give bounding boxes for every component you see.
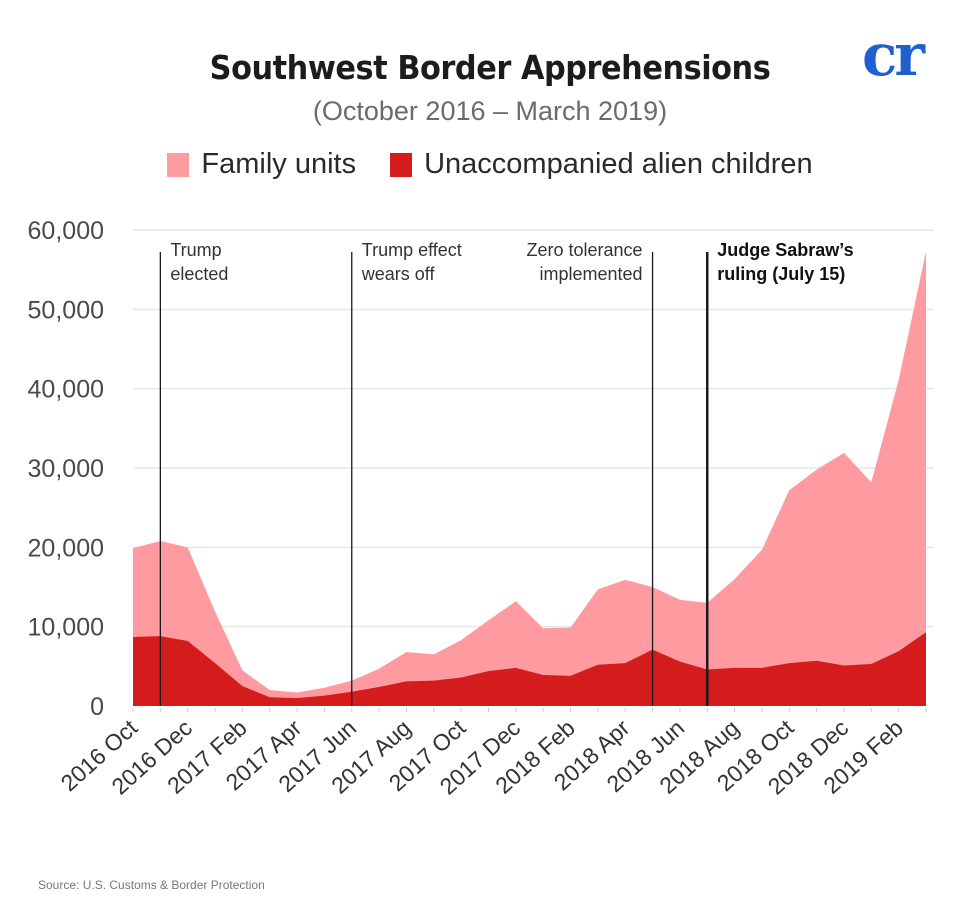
cr-logo: cr xyxy=(862,21,925,89)
legend-item-family-units: Family units xyxy=(167,148,356,181)
y-tick-label: 60,000 xyxy=(28,217,104,245)
annotation-label: Zero tolerance xyxy=(526,240,642,260)
legend-label-unaccompanied: Unaccompanied alien children xyxy=(424,148,813,180)
x-tick-label: 2018 Jun xyxy=(602,714,690,797)
x-tick-label: 2018 Aug xyxy=(654,714,744,798)
chart-subtitle: (October 2016 – March 2019) xyxy=(312,96,668,126)
annotation-label: Judge Sabraw’s xyxy=(717,240,853,260)
y-tick-label: 30,000 xyxy=(28,455,104,483)
annotation-label: Trump effect xyxy=(362,240,462,260)
area-family-units xyxy=(133,251,926,707)
legend-swatch-family-units xyxy=(167,152,190,177)
source-note: Source: U.S. Customs & Border Protection xyxy=(38,878,265,892)
y-tick-label: 0 xyxy=(90,693,104,721)
annotation-label: elected xyxy=(170,264,228,284)
area-unaccompanied-children xyxy=(133,632,926,706)
annotation-label: Trump xyxy=(170,240,221,260)
legend-swatch-unaccompanied xyxy=(390,152,413,177)
y-tick-label: 40,000 xyxy=(28,376,104,404)
x-tick-label: 2017 Dec xyxy=(435,714,526,799)
y-tick-label: 10,000 xyxy=(28,614,104,642)
x-tick-label: 2016 Dec xyxy=(106,714,197,799)
x-tick-label: 2017 Aug xyxy=(326,714,416,798)
y-tick-label: 50,000 xyxy=(28,296,104,324)
x-tick-label: 2016 Oct xyxy=(56,714,143,796)
x-tick-label: 2019 Feb xyxy=(818,714,908,798)
x-tick-label: 2018 Dec xyxy=(763,714,854,799)
annotation-label: implemented xyxy=(539,264,642,284)
annotation-label: wears off xyxy=(361,264,436,284)
y-tick-label: 20,000 xyxy=(28,534,104,562)
x-tick-label: 2017 Oct xyxy=(384,714,471,796)
chart-title: Southwest Border Apprehensions xyxy=(209,48,771,87)
x-tick-label: 2017 Jun xyxy=(273,714,361,797)
legend-label-family-units: Family units xyxy=(201,148,357,180)
x-tick-label: 2018 Apr xyxy=(549,714,635,795)
x-tick-label: 2018 Oct xyxy=(712,714,799,796)
annotation-label: ruling (July 15) xyxy=(717,264,845,284)
x-tick-label: 2017 Feb xyxy=(162,714,252,798)
legend-item-unaccompanied: Unaccompanied alien children xyxy=(390,148,813,181)
x-tick-label: 2018 Feb xyxy=(490,714,580,798)
x-tick-label: 2017 Apr xyxy=(221,714,307,795)
legend: Family units Unaccompanied alien childre… xyxy=(0,148,980,181)
